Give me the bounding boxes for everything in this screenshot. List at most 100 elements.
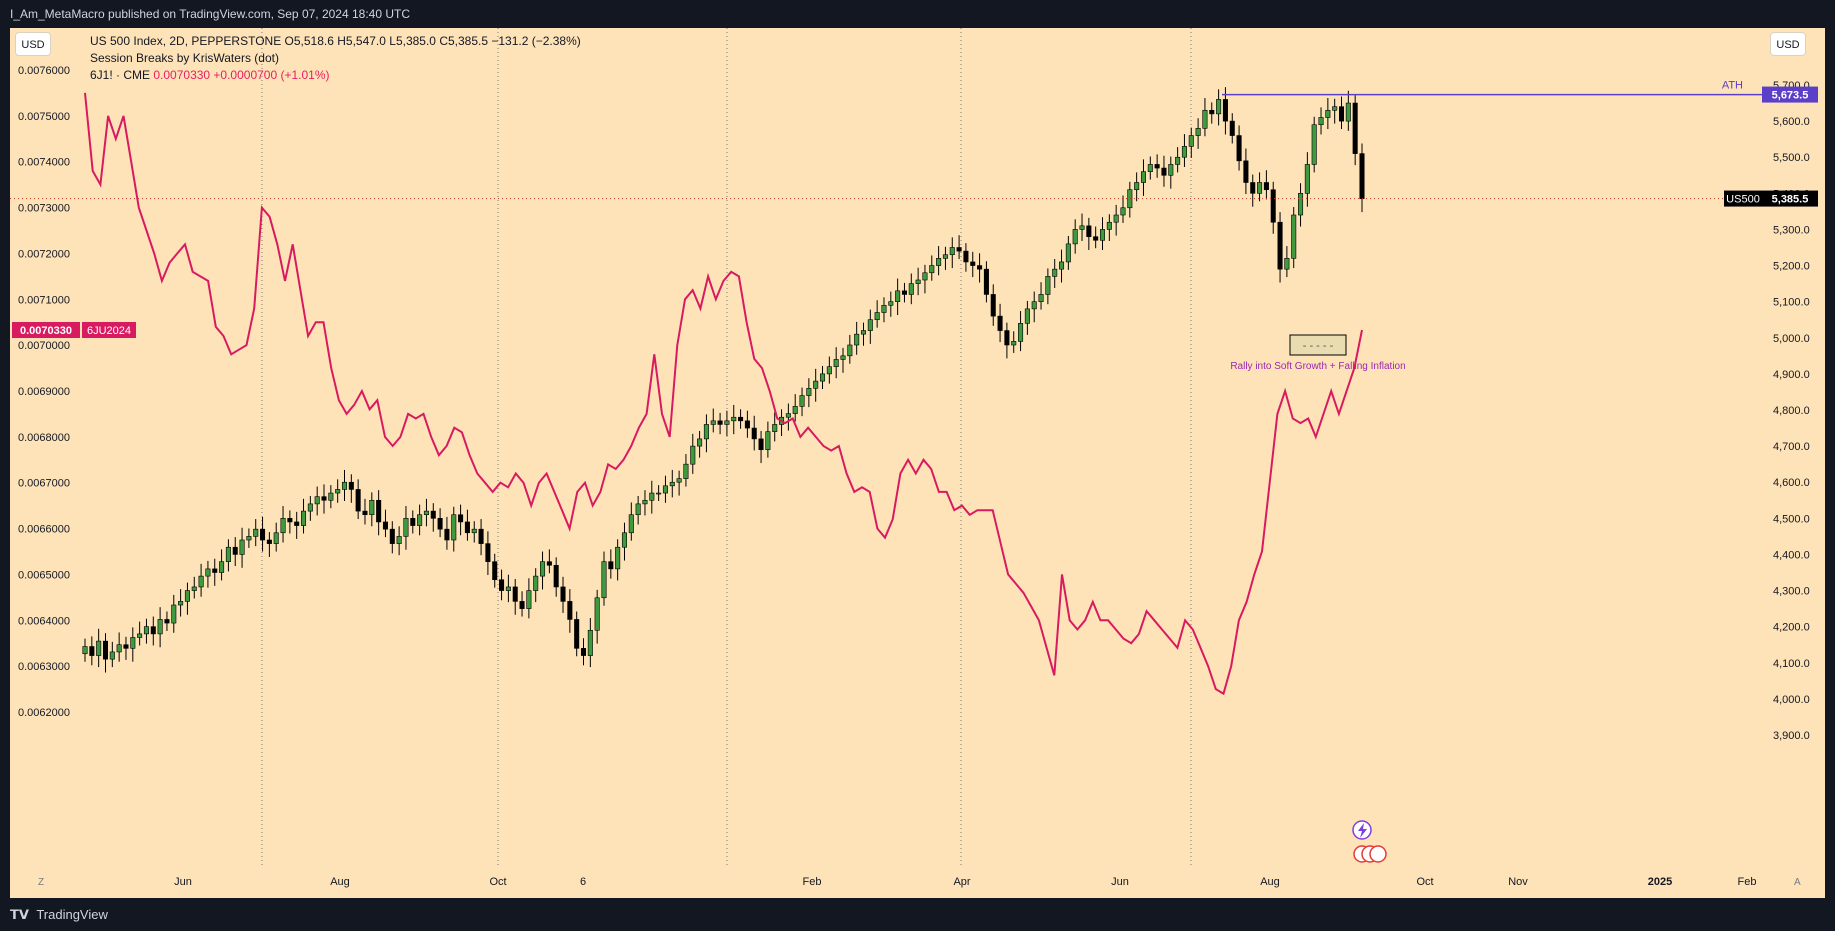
legend-indicator: Session Breaks by KrisWaters (dot) xyxy=(90,51,279,65)
candle-body-94 xyxy=(724,420,730,425)
candle-body-96 xyxy=(738,416,744,422)
ath-price-text: 5,673.5 xyxy=(1772,90,1809,102)
left-axis-tick-12: 0.0064000 xyxy=(18,615,70,627)
candle-body-60 xyxy=(492,561,498,581)
candle-body-64 xyxy=(519,601,525,609)
candle-body-78 xyxy=(615,546,621,570)
candle-body-114 xyxy=(860,330,867,335)
candle-body-39 xyxy=(348,481,354,490)
candle-body-34 xyxy=(314,496,320,505)
candle-body-113 xyxy=(854,333,860,346)
candle-body-178 xyxy=(1298,193,1304,216)
candle-body-81 xyxy=(635,503,641,516)
left-axis-tick-11: 0.0065000 xyxy=(18,569,70,581)
candle-body-72 xyxy=(574,619,580,649)
candle-body-144 xyxy=(1065,243,1071,263)
left-axis-tick-13: 0.0063000 xyxy=(18,661,70,673)
left-axis-tick-4: 0.0072000 xyxy=(18,248,70,260)
candle-body-161 xyxy=(1181,146,1187,158)
right-axis-tick-11: 4,600.0 xyxy=(1773,477,1810,489)
x-axis-tick-13: Feb xyxy=(1738,876,1757,888)
candle-body-65 xyxy=(526,590,532,609)
candle-body-131 xyxy=(977,265,983,270)
chart-legend: US 500 Index, 2D, PEPPERSTONE O5,518.6 H… xyxy=(90,33,581,84)
candle-body-101 xyxy=(772,424,778,432)
right-axis-tick-18: 3,900.0 xyxy=(1773,730,1810,742)
candle-body-41 xyxy=(362,510,368,516)
annotation-note: Rally into Soft Growth + Falling Inflati… xyxy=(1230,361,1405,372)
candle-body-129 xyxy=(963,250,969,263)
candle-body-143 xyxy=(1059,261,1065,270)
candle-body-35 xyxy=(321,496,327,501)
candle-body-16 xyxy=(191,586,197,591)
candle-body-71 xyxy=(567,601,573,620)
candle-body-167 xyxy=(1222,99,1228,122)
candle-body-14 xyxy=(178,601,184,606)
economic-event-flag-icon-2[interactable] xyxy=(1369,845,1387,863)
right-axis-tick-1: 5,600.0 xyxy=(1773,116,1810,128)
left-currency-button[interactable]: USD xyxy=(15,32,51,56)
candle-body-125 xyxy=(936,258,942,266)
x-axis-tick-7: Apr xyxy=(953,876,970,888)
candle-body-153 xyxy=(1127,189,1133,209)
candle-body-115 xyxy=(867,319,873,331)
candle-body-1 xyxy=(89,646,95,656)
right-currency-button[interactable]: USD xyxy=(1770,32,1806,56)
candle-body-105 xyxy=(799,395,805,407)
jpy-contract-text: 6JU2024 xyxy=(87,325,131,337)
right-axis-tick-17: 4,000.0 xyxy=(1773,694,1810,706)
auto-scale-button[interactable]: A xyxy=(1794,877,1801,888)
candle-body-9 xyxy=(143,626,149,635)
tradingview-logo-icon: 𝗧𝗩 xyxy=(10,907,29,922)
candle-body-182 xyxy=(1325,109,1331,118)
candle-body-152 xyxy=(1120,207,1126,216)
candle-body-58 xyxy=(478,528,484,544)
candle-body-108 xyxy=(819,373,826,382)
candle-body-8 xyxy=(137,633,143,638)
candle-body-119 xyxy=(895,290,901,302)
left-axis-tick-5: 0.0071000 xyxy=(18,294,70,306)
candle-body-29 xyxy=(280,518,286,534)
candle-body-77 xyxy=(608,561,614,570)
candle-body-107 xyxy=(813,380,819,389)
right-axis-tick-4: 5,300.0 xyxy=(1773,224,1810,236)
candle-body-121 xyxy=(908,283,914,295)
candle-body-176 xyxy=(1284,258,1290,270)
candle-body-159 xyxy=(1168,164,1174,176)
candle-body-5 xyxy=(116,644,122,653)
candle-body-89 xyxy=(690,445,696,465)
jpy-contract-badge xyxy=(82,322,136,339)
candle-body-46 xyxy=(396,536,402,544)
price-chart[interactable]: 5,700.05,600.05,500.05,400.05,300.05,200… xyxy=(10,28,1825,898)
candle-body-56 xyxy=(464,521,470,534)
candle-body-69 xyxy=(553,564,559,588)
candle-body-128 xyxy=(956,247,962,252)
candle-body-166 xyxy=(1216,99,1222,115)
candle-body-24 xyxy=(246,536,252,541)
candle-body-67 xyxy=(540,561,546,577)
candle-body-147 xyxy=(1086,225,1092,237)
candle-body-187 xyxy=(1359,153,1365,200)
candle-body-51 xyxy=(430,510,436,519)
candle-body-6 xyxy=(123,644,129,649)
chart-panel[interactable]: 5,700.05,600.05,500.05,400.05,300.05,200… xyxy=(10,28,1825,898)
last-symbol-text: US500 xyxy=(1726,194,1760,206)
candle-body-84 xyxy=(656,492,662,495)
candle-body-165 xyxy=(1209,109,1215,115)
zoom-scale-button[interactable]: Z xyxy=(38,877,45,888)
right-axis-tick-6: 5,100.0 xyxy=(1773,297,1810,309)
candle-body-110 xyxy=(833,359,839,367)
publisher-header: I_Am_MetaMacro published on TradingView.… xyxy=(10,7,411,21)
candle-body-112 xyxy=(847,344,853,357)
candle-body-155 xyxy=(1140,171,1146,183)
x-axis-tick-6: Feb xyxy=(803,876,822,888)
legend-jpy-series: 6J1! · CME 0.0070330 +0.0000700 (+1.01%) xyxy=(90,67,581,84)
candle-body-154 xyxy=(1134,182,1140,191)
candle-body-95 xyxy=(731,416,737,422)
candle-body-139 xyxy=(1031,301,1037,310)
ath-label: ATH xyxy=(1722,80,1743,92)
candle-body-122 xyxy=(915,279,921,284)
candle-body-82 xyxy=(642,499,648,505)
candle-body-175 xyxy=(1277,221,1283,270)
right-axis-tick-15: 4,200.0 xyxy=(1773,622,1810,634)
